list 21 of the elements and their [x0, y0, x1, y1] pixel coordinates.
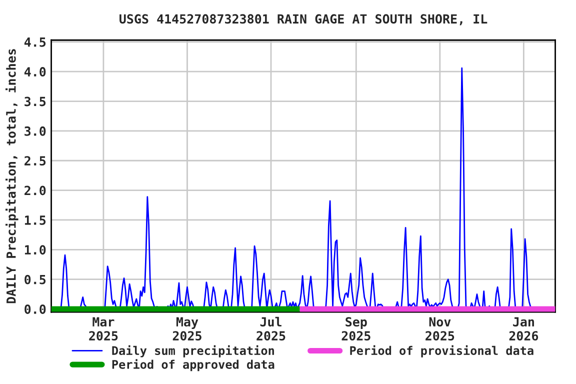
x-tick-label: Jan 2026	[509, 317, 538, 341]
legend-label: Daily sum precipitation	[112, 345, 274, 358]
chart-title: USGS 414527087323801 RAIN GAGE AT SOUTH SHORE, IL	[120, 14, 488, 26]
y-tick-label: 1.0	[24, 245, 46, 255]
x-tick-label: Mar 2025	[89, 317, 118, 341]
x-tick-label: Sep 2025	[342, 317, 370, 341]
y-tick-label: 1.5	[24, 216, 46, 225]
x-tick-label: May 2025	[172, 317, 202, 341]
y-tick-label: 2.0	[24, 186, 46, 196]
y-tick-label: 0.0	[24, 304, 46, 314]
x-tick-label: Nov 2025	[426, 317, 454, 341]
y-tick-label: 3.0	[24, 126, 46, 136]
y-axis-title: DAILY Precipitation, total, inches	[6, 49, 18, 304]
x-tick-label: Jul 2025	[256, 316, 286, 341]
y-tick-label: 4.0	[24, 67, 46, 77]
y-tick-label: 2.5	[24, 156, 46, 166]
y-tick-label: 4.5	[24, 38, 46, 47]
legend-label: Period of approved data	[112, 359, 274, 372]
y-tick-label: 3.5	[24, 96, 46, 106]
legend-label: Period of provisional data	[350, 345, 534, 358]
y-tick-label: 0.5	[24, 274, 46, 284]
